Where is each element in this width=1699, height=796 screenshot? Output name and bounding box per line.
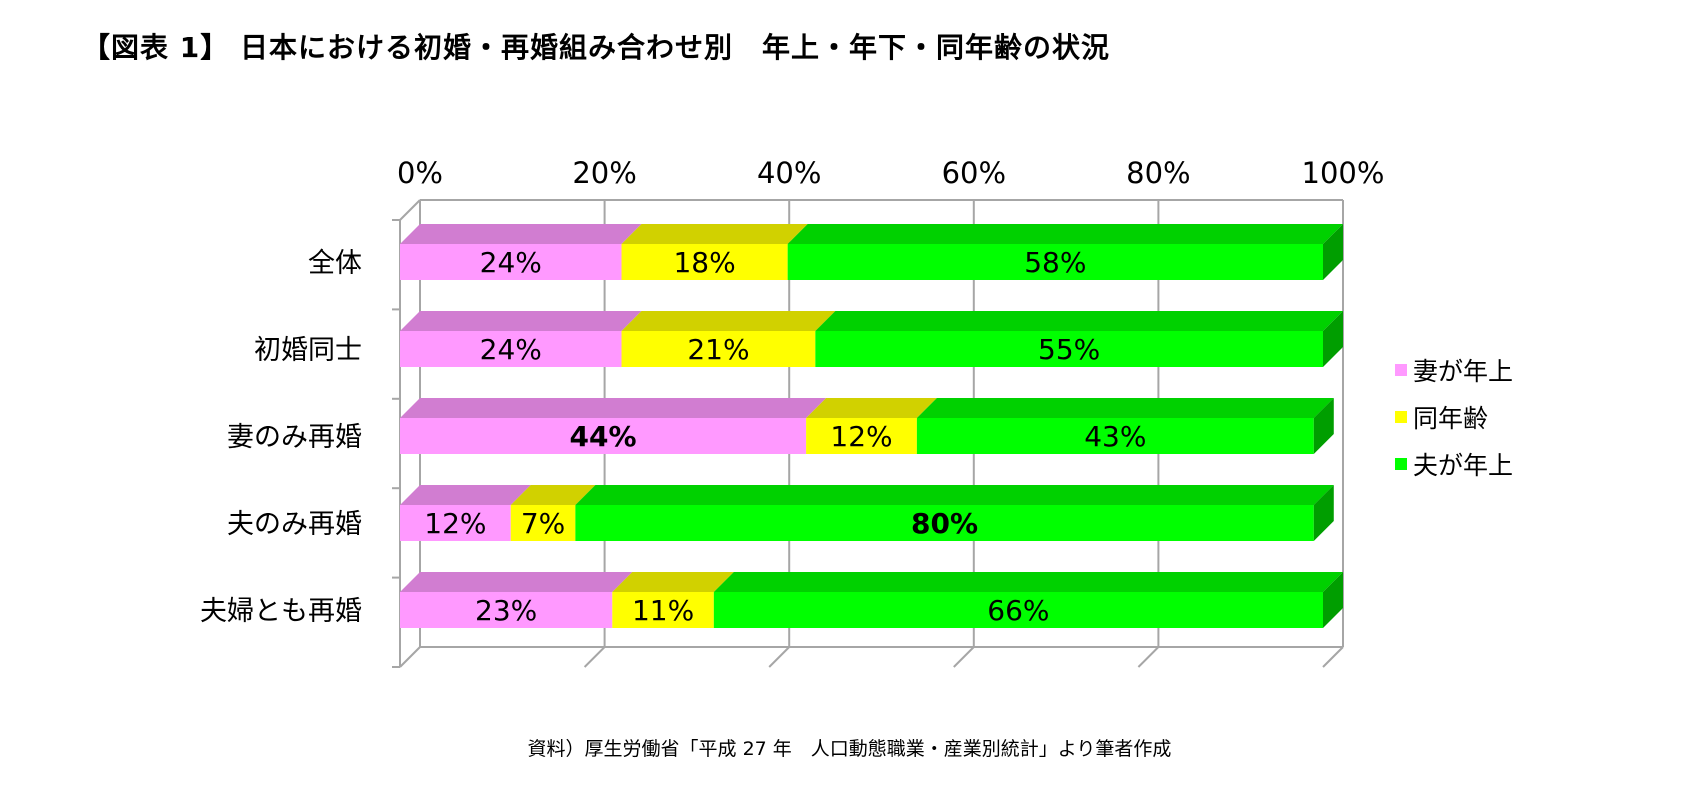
bar-front-face <box>787 244 1323 280</box>
category-label: 夫のみ再婚 <box>227 509 362 540</box>
bar-segment <box>400 398 827 454</box>
data-label: 58% <box>1024 246 1086 279</box>
category-label: 妻のみ再婚 <box>227 422 362 453</box>
data-label: 80% <box>911 507 978 540</box>
bar-segment <box>400 572 633 628</box>
bar-side-face <box>1323 224 1343 280</box>
bar-top-face <box>510 485 596 505</box>
data-label: 12% <box>424 507 486 540</box>
bar-side-face <box>1313 398 1334 454</box>
data-label: 66% <box>987 594 1049 627</box>
legend-swatch <box>1395 457 1407 470</box>
bar-top-face <box>612 572 734 592</box>
data-label: 24% <box>480 333 542 366</box>
bar-segment <box>400 311 642 367</box>
bar-front-face <box>621 331 816 367</box>
bar-front-face <box>400 331 622 367</box>
category-label: 全体 <box>308 248 362 279</box>
legend-item: 夫が年上 <box>1395 440 1513 487</box>
bar-segment <box>815 311 1343 367</box>
bar-top-face <box>400 311 642 331</box>
bar-front-face <box>510 505 576 541</box>
x-tick-label: 40% <box>757 156 821 190</box>
bar-segment <box>621 224 808 280</box>
bar-segment <box>400 485 531 541</box>
legend-item: 妻が年上 <box>1395 346 1513 393</box>
x-tick-label: 20% <box>572 156 636 190</box>
bar-top-face <box>787 224 1343 244</box>
x-tick-label: 100% <box>1302 156 1385 190</box>
label-layer: 0% 20% 40% 60% 80% 100% 24% 18% 58% 全体 24% 21% 55% 初婚… <box>200 156 1384 627</box>
data-label: 21% <box>687 333 749 366</box>
bar-front-face <box>400 418 807 454</box>
bar-top-face <box>400 572 633 592</box>
floor-gridline <box>583 646 606 668</box>
floor-gridline <box>399 646 421 668</box>
legend-item: 同年齢 <box>1395 393 1513 440</box>
legend-label: 妻が年上 <box>1413 356 1514 386</box>
bar-segment <box>510 485 596 541</box>
x-tick-label: 80% <box>1126 156 1190 190</box>
bar-segment <box>575 485 1334 541</box>
bar-front-face <box>400 505 511 541</box>
bar-top-face <box>400 398 827 418</box>
bar-top-face <box>713 572 1343 592</box>
legend: 妻が年上同年齢夫が年上 <box>1395 346 1513 487</box>
bar-segment <box>806 398 937 454</box>
data-label: 18% <box>673 246 735 279</box>
bar-top-face <box>400 224 642 244</box>
data-label: 12% <box>830 420 892 453</box>
bar-layer <box>400 224 1343 628</box>
bar-top-face <box>815 311 1343 331</box>
bar-side-face <box>1323 572 1343 628</box>
bar-segment <box>400 224 642 280</box>
bar-top-face <box>806 398 937 418</box>
data-label: 43% <box>1084 420 1146 453</box>
floor-gridline <box>1322 646 1344 668</box>
x-tick-label: 60% <box>942 156 1006 190</box>
bar-top-face <box>400 485 531 505</box>
floor-gridline <box>768 646 790 668</box>
bar-top-face <box>621 224 808 244</box>
source-note: 資料）厚生労働省「平成 27 年 人口動態職業・産業別統計」より筆者作成 <box>527 738 1172 760</box>
bar-front-face <box>916 418 1314 454</box>
data-label: 24% <box>480 246 542 279</box>
legend-label: 夫が年上 <box>1413 450 1514 480</box>
bar-front-face <box>815 331 1323 367</box>
legend-swatch <box>1395 363 1407 376</box>
data-label: 55% <box>1038 333 1100 366</box>
floor-gridline <box>953 646 975 668</box>
bar-top-face <box>916 398 1334 418</box>
bar-top-face <box>575 485 1334 505</box>
bar-segment <box>787 224 1343 280</box>
data-label: 7% <box>521 507 565 540</box>
bar-segment <box>621 311 836 367</box>
bar-front-face <box>400 592 613 628</box>
bar-side-face <box>1313 485 1334 541</box>
bar-segment <box>612 572 734 628</box>
bar-front-face <box>575 505 1314 541</box>
chart-title: 【図表 1】 日本における初婚・再婚組み合わせ別 年上・年下・同年齢の状況 <box>82 31 1110 64</box>
legend-label: 同年齢 <box>1413 403 1489 433</box>
legend-swatch <box>1395 410 1407 423</box>
x-tick-label: 0% <box>397 156 443 190</box>
data-label: 11% <box>632 594 694 627</box>
category-label: 初婚同士 <box>254 335 362 366</box>
bar-segment <box>916 398 1334 454</box>
bar-front-face <box>612 592 714 628</box>
category-label: 夫婦とも再婚 <box>200 596 362 627</box>
bar-segment <box>713 572 1343 628</box>
bar-front-face <box>806 418 917 454</box>
data-label: 44% <box>570 420 637 453</box>
side-wall-top <box>399 199 421 221</box>
floor-gridline <box>1137 646 1160 668</box>
bar-side-face <box>1323 311 1343 367</box>
bar-front-face <box>400 244 622 280</box>
bar-front-face <box>621 244 788 280</box>
bar-front-face <box>713 592 1323 628</box>
data-label: 23% <box>475 594 537 627</box>
bar-top-face <box>621 311 836 331</box>
